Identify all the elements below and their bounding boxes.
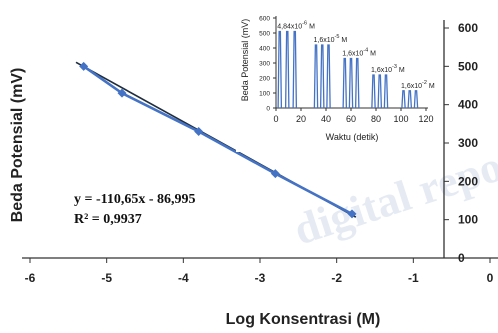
inset-peak	[292, 30, 298, 109]
inset-background	[236, 0, 440, 152]
data-point	[347, 209, 357, 219]
x-tick-label: -1	[408, 271, 419, 285]
inset-peak-label: 1,6x10-4 M	[342, 48, 376, 58]
x-tick-label: 0	[487, 271, 494, 285]
inset-peak	[401, 90, 406, 109]
inset-y-tick-label: 600	[259, 16, 270, 23]
x-tick-label: -6	[25, 271, 36, 285]
inset-x-tick-label: 60	[346, 114, 356, 124]
y-tick-label: 400	[458, 98, 478, 112]
inset-x-tick-label: 80	[371, 114, 381, 124]
inset-peak	[313, 44, 319, 109]
y-tick-label: 0	[458, 251, 465, 265]
inset-peak	[319, 44, 325, 109]
inset-x-tick-label: 100	[393, 114, 408, 124]
inset-peak-labels: 4,84x10-6 M 1,6x10-5 M 1,6x10-4 M 1,6x10-3 M 1,6…	[277, 21, 435, 90]
inset-peak	[277, 30, 283, 109]
main-x-ticks: -6 -5 -4 -3 -2 -1 0	[25, 258, 494, 285]
inset-peak	[354, 57, 360, 109]
y-tick-label: 200	[458, 174, 478, 188]
inset-peak	[371, 74, 376, 109]
inset-y-tick-label: 0	[266, 106, 270, 113]
x-tick-label: -2	[331, 271, 342, 285]
data-point	[117, 88, 127, 98]
inset-peak	[284, 30, 290, 109]
inset-y-tick-label: 400	[259, 46, 270, 53]
data-points	[79, 61, 357, 219]
inset-y-ticks: 0 100 200 300 400 500 600	[259, 16, 276, 113]
r-squared: R² = 0,9937	[74, 212, 142, 227]
inset-x-axis-label: Waktu (detik)	[326, 132, 379, 142]
inset-peak	[383, 74, 389, 109]
inset-x-tick-label: 0	[273, 114, 278, 124]
inset-peak-label: 1,6x10-3 M	[371, 64, 405, 74]
regression-equation: y = -110,65x - 86,995	[74, 192, 196, 207]
inset-peak	[413, 90, 419, 109]
inset-peak	[407, 90, 413, 109]
inset-peak-label: 4,84x10-6 M	[277, 21, 315, 31]
inset-peaks	[277, 30, 419, 109]
inset-x-tick-label: 20	[296, 114, 306, 124]
inset-y-tick-label: 200	[259, 76, 270, 83]
inset-y-axis-label: Beda Potensial (mV)	[240, 19, 250, 102]
data-point	[79, 61, 89, 71]
x-tick-label: -5	[101, 271, 112, 285]
data-point	[194, 127, 204, 136]
y-tick-label: 100	[458, 213, 478, 227]
inset-x-ticks: 0 20 40 60 80 100 120	[273, 108, 434, 124]
inset-y-tick-label: 100	[259, 91, 270, 98]
inset-peak	[326, 44, 331, 109]
main-y-axis-label: Beda Potensial (mV)	[9, 68, 26, 223]
inset-y-tick-label: 500	[259, 31, 270, 38]
main-y-ticks: 0 100 200 300 400 500 600	[444, 21, 478, 265]
y-tick-label: 600	[458, 21, 478, 35]
inset-peak-label: 1,6x10-2 M	[401, 80, 435, 90]
inset-x-tick-label: 40	[321, 114, 331, 124]
inset-y-tick-label: 300	[259, 61, 270, 68]
inset-x-tick-label: 120	[418, 114, 433, 124]
x-tick-label: -4	[178, 271, 189, 285]
main-x-axis-label: Log Konsentrasi (M)	[226, 311, 381, 328]
x-tick-label: -3	[255, 271, 266, 285]
inset-peak-label: 1,6x10-5 M	[314, 34, 348, 44]
inset-chart: 0 20 40 60 80 100 120 0 100 200 300 400 500 600 4,84…	[236, 0, 440, 152]
y-tick-label: 500	[458, 59, 478, 73]
inset-peak	[377, 74, 383, 109]
inset-peak	[348, 57, 354, 109]
data-point	[270, 169, 280, 179]
y-tick-label: 300	[458, 136, 478, 150]
inset-peak	[342, 57, 348, 109]
